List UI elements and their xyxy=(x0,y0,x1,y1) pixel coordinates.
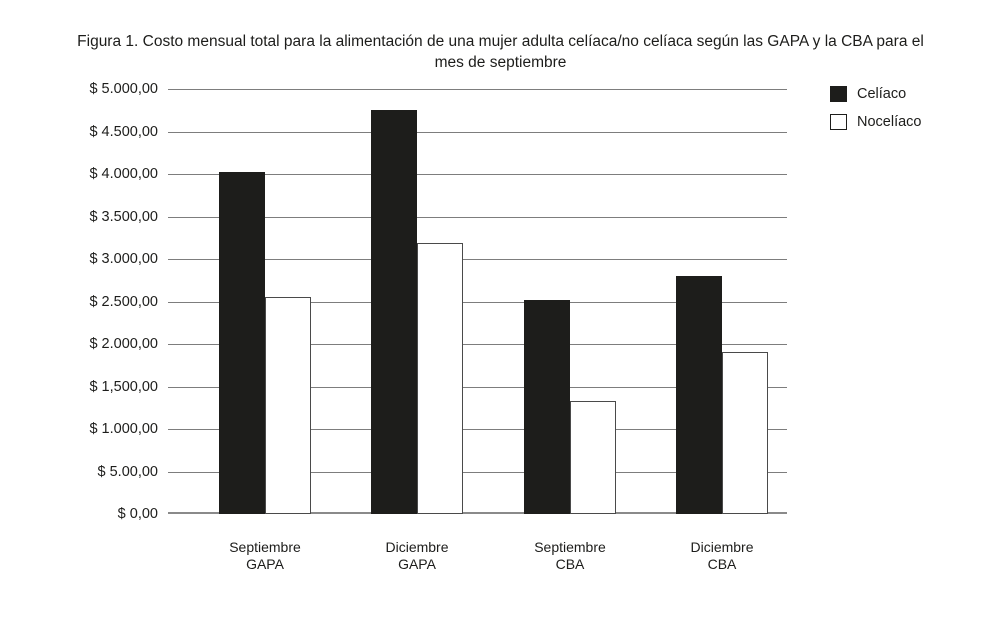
gridline-0 xyxy=(168,512,787,514)
x-axis-category-line2: CBA xyxy=(707,556,737,572)
x-axis-category-label-diciembre-gapa: Diciembre GAPA xyxy=(342,539,492,573)
y-axis-tick-label: $ 3.500,00 xyxy=(89,209,158,225)
chart-plot-area xyxy=(168,89,787,514)
legend-label-celiaco: Celíaco xyxy=(857,86,907,102)
gridline-500 xyxy=(168,472,787,473)
y-axis-tick-label: $ 4.000,00 xyxy=(89,166,158,182)
gridline-3000 xyxy=(168,259,787,260)
figure-title-line1: Figura 1. Costo mensual total para la al… xyxy=(77,33,924,50)
y-axis-tick-label: $ 1.000,00 xyxy=(89,421,158,437)
bar-noceliaco-diciembre-gapa xyxy=(417,243,463,514)
bar-noceliaco-septiembre-cba xyxy=(570,401,616,514)
figure-title: Figura 1. Costo mensual total para la al… xyxy=(0,31,1001,73)
y-axis-tick-label: $ 2.000,00 xyxy=(89,336,158,352)
x-axis-category-label-septiembre-cba: Septiembre CBA xyxy=(495,539,645,573)
gridline-2500 xyxy=(168,302,787,303)
gridline-4500 xyxy=(168,132,787,133)
bar-noceliaco-diciembre-cba xyxy=(722,352,768,514)
bar-noceliaco-septiembre-gapa xyxy=(265,297,311,514)
y-axis-tick-label: $ 5.000,00 xyxy=(89,81,158,97)
legend-swatch-noceliaco-white-square-icon xyxy=(830,114,847,130)
legend-label-noceliaco: Nocelíaco xyxy=(857,114,922,130)
legend-item-celiaco: Celíaco xyxy=(830,85,921,103)
y-axis-tick-label: $ 4.500,00 xyxy=(89,124,158,140)
x-axis-category-line2: GAPA xyxy=(246,556,284,572)
y-axis-tick-label: $ 2.500,00 xyxy=(89,294,158,310)
legend-item-noceliaco: Nocelíaco xyxy=(830,113,921,131)
x-axis-category-line1: Septiembre xyxy=(534,539,606,555)
x-axis-category-label-septiembre-gapa: Septiembre GAPA xyxy=(190,539,340,573)
bar-celiaco-septiembre-cba xyxy=(524,300,570,514)
legend-swatch-celiaco-black-square-icon xyxy=(830,86,847,102)
gridline-5000 xyxy=(168,89,787,90)
bar-celiaco-septiembre-gapa xyxy=(219,172,265,514)
gridline-4000 xyxy=(168,174,787,175)
x-axis-category-label-diciembre-cba: Diciembre CBA xyxy=(647,539,797,573)
x-axis-category-line2: CBA xyxy=(555,556,585,572)
gridline-3500 xyxy=(168,217,787,218)
x-axis-category-line1: Diciembre xyxy=(690,539,754,555)
bar-celiaco-diciembre-cba xyxy=(676,276,722,514)
gridline-1000 xyxy=(168,429,787,430)
figure-title-line2: mes de septiembre xyxy=(434,54,567,71)
x-axis-category-line1: Diciembre xyxy=(385,539,449,555)
gridline-1500 xyxy=(168,387,787,388)
y-axis-tick-label: $ 0,00 xyxy=(117,506,158,522)
x-axis-category-line1: Septiembre xyxy=(229,539,301,555)
bar-celiaco-diciembre-gapa xyxy=(371,110,417,514)
y-axis-tick-label: $ 3.000,00 xyxy=(89,251,158,267)
chart-legend: Celíaco Nocelíaco xyxy=(830,85,921,141)
y-axis-tick-label: $ 5.00,00 xyxy=(97,464,158,480)
gridline-2000 xyxy=(168,344,787,345)
x-axis-category-line2: GAPA xyxy=(398,556,436,572)
y-axis-tick-label: $ 1,500,00 xyxy=(89,379,158,395)
